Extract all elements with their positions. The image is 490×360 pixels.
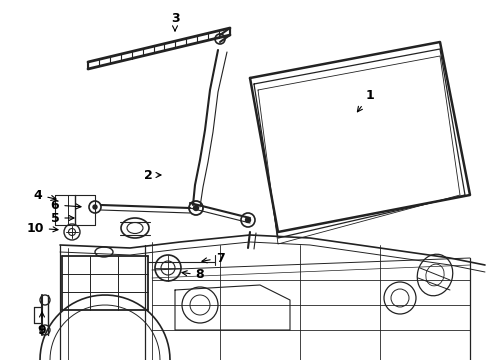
Circle shape [245, 217, 250, 222]
Text: 7: 7 [202, 252, 224, 265]
Text: 10: 10 [26, 221, 58, 234]
Text: 9: 9 [38, 312, 47, 337]
Text: 3: 3 [171, 12, 179, 31]
Text: 2: 2 [144, 168, 161, 181]
Circle shape [93, 205, 97, 209]
Text: 1: 1 [357, 89, 374, 112]
Text: 6: 6 [50, 198, 81, 212]
Text: 5: 5 [50, 212, 74, 225]
Text: 8: 8 [182, 269, 204, 282]
Circle shape [194, 206, 198, 211]
Text: 4: 4 [34, 189, 56, 202]
